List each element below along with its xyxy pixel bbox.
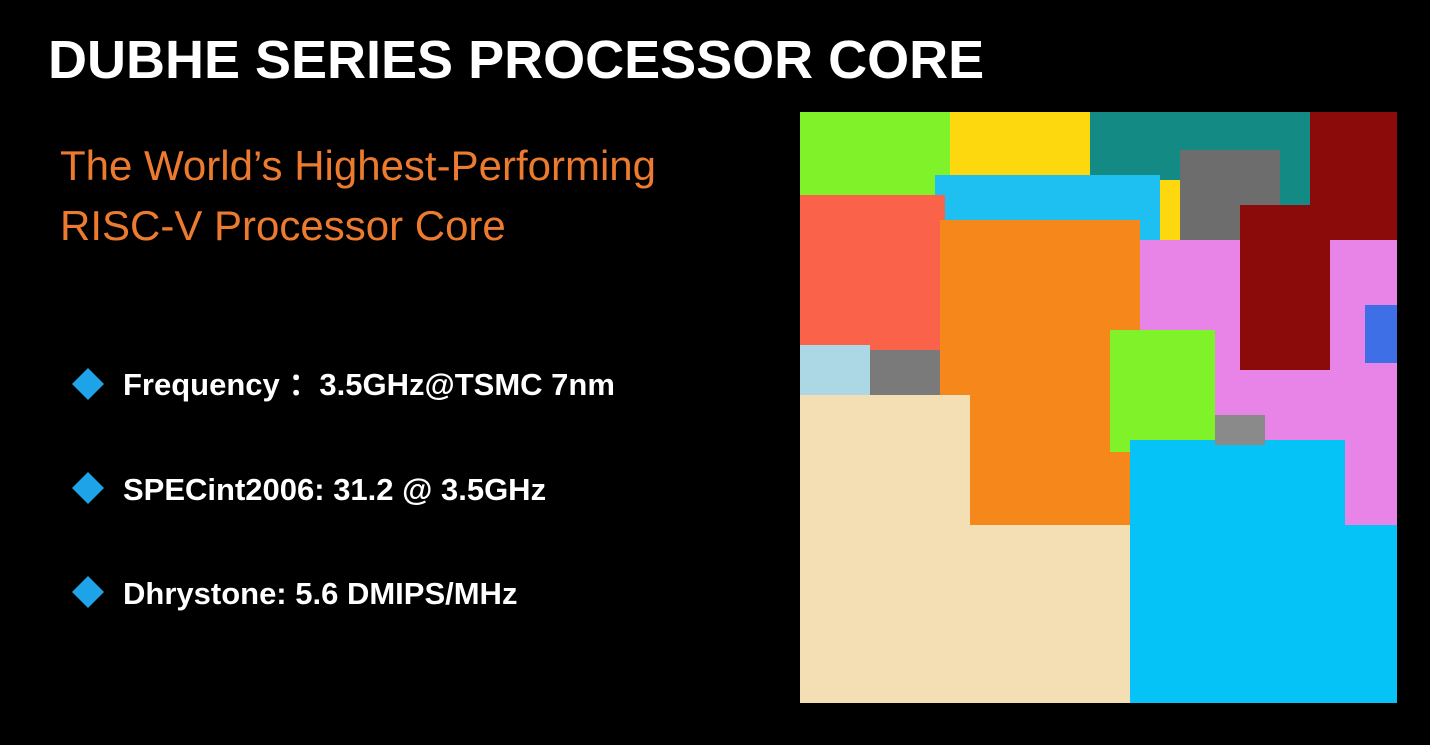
- bullet-list: Frequency ：3.5GHz@TSMC 7nm SPECint2006: …: [72, 367, 615, 611]
- bullet-text: SPECint2006: 31.2 @ 3.5GHz: [123, 472, 546, 507]
- block: [1240, 205, 1330, 370]
- block: [950, 112, 1090, 182]
- block: [1110, 330, 1215, 452]
- die-floorplan: [800, 112, 1397, 703]
- subtitle-line: RISC-V Processor Core: [60, 202, 506, 249]
- block: [1365, 305, 1397, 363]
- block: [1345, 440, 1397, 525]
- subtitle-line: The World’s Highest-Performing: [60, 142, 656, 189]
- bullet-text: Frequency ：3.5GHz@TSMC 7nm: [123, 367, 615, 402]
- bullet-text: Dhrystone: 5.6 DMIPS/MHz: [123, 576, 517, 611]
- block: [1215, 415, 1265, 445]
- bullet-icon: [72, 472, 104, 504]
- bullet-icon: [72, 576, 104, 608]
- block: [940, 220, 1140, 398]
- bullet-icon: [72, 368, 104, 400]
- block: [970, 395, 1130, 525]
- slide-title: DUBHE SERIES PROCESSOR CORE: [48, 30, 984, 90]
- block: [800, 195, 945, 350]
